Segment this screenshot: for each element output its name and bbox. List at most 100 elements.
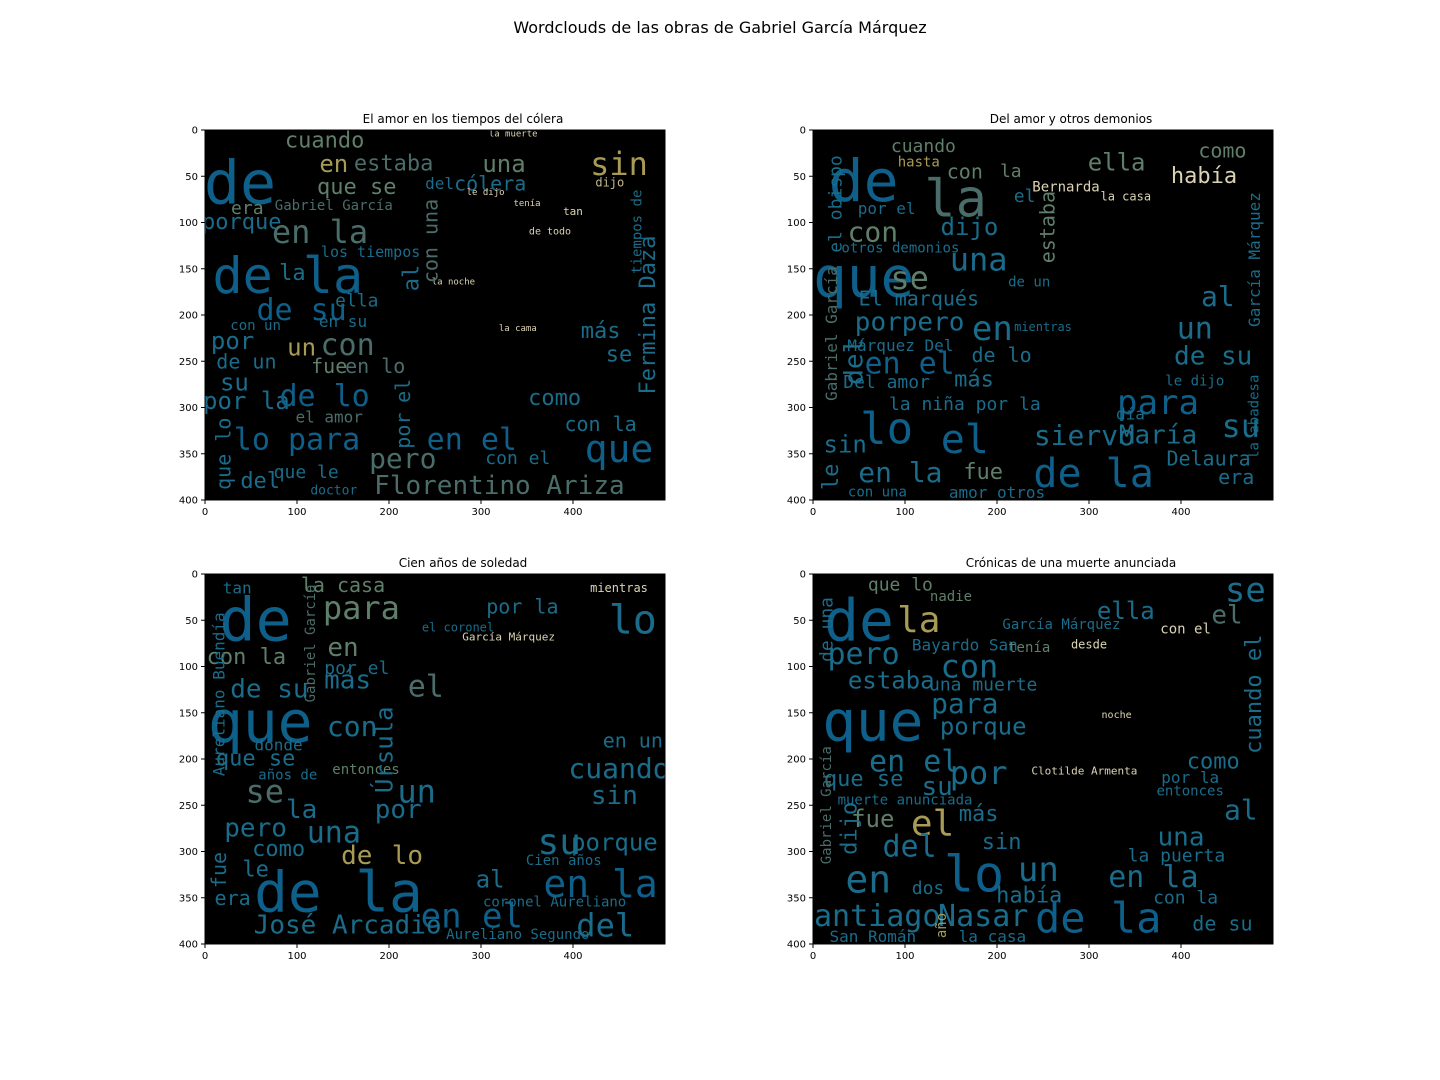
y-tick-label: 150 xyxy=(179,708,198,719)
x-tick-label: 400 xyxy=(1171,507,1190,518)
x-tick-label: 0 xyxy=(810,507,816,518)
cloud-word: la casa xyxy=(959,927,1026,946)
wordcloud-panel-amor-colera: El amor en los tiempos del cólera de cuan… xyxy=(160,110,720,530)
cloud-word: más xyxy=(581,319,621,344)
cloud-word: tenía xyxy=(1008,640,1050,656)
cloud-word: ella xyxy=(1088,148,1146,176)
cloud-word: tiempos de xyxy=(629,190,645,274)
cloud-word: noche xyxy=(1102,710,1132,721)
cloud-word: por xyxy=(391,413,415,449)
y-tick-label: 100 xyxy=(787,662,806,673)
y-tick-label: 0 xyxy=(192,126,198,137)
cloud-word: Gabriel García xyxy=(275,198,393,214)
y-tick-label: 50 xyxy=(185,616,198,627)
cloud-word: estaba xyxy=(1036,191,1060,263)
cloud-word: tan xyxy=(563,205,583,218)
cloud-word: la xyxy=(1000,161,1022,182)
cloud-word: el obispo xyxy=(826,155,847,253)
cloud-word: José Arcadio xyxy=(254,911,442,941)
cloud-word: la cama xyxy=(499,324,537,334)
y-tick-label: 250 xyxy=(179,801,198,812)
y-tick-label: 0 xyxy=(192,570,198,581)
cloud-word: era xyxy=(1218,465,1254,489)
cloud-word: porpero xyxy=(855,307,965,337)
cloud-word: años de xyxy=(258,768,317,784)
y-tick-label: 400 xyxy=(787,496,806,507)
cloud-word: de su xyxy=(1192,912,1252,936)
x-tick-label: 300 xyxy=(1079,507,1098,518)
y-tick-label: 100 xyxy=(787,218,806,229)
cloud-word: la muerte xyxy=(489,130,538,140)
cloud-word: con un xyxy=(230,318,281,334)
cloud-word: era xyxy=(215,886,251,910)
cloud-word: la xyxy=(897,600,940,641)
x-tick-label: 0 xyxy=(202,507,208,518)
wordcloud-plot: dela casaparatanpor la loel coronelGarcía… xyxy=(160,554,720,974)
cloud-word: que lo xyxy=(211,418,235,490)
y-tick-label: 0 xyxy=(800,126,806,137)
cloud-word: Gabriel García xyxy=(822,266,841,401)
cloud-word: entonces xyxy=(1156,783,1223,799)
cloud-word: por la xyxy=(203,387,290,415)
cloud-word: coronel Aureliano xyxy=(483,894,626,910)
x-tick-label: 300 xyxy=(471,951,490,962)
cloud-word: año xyxy=(934,913,950,938)
cloud-word: fue xyxy=(963,460,1003,485)
cloud-word: de la xyxy=(1033,451,1153,497)
cloud-word: le dijo xyxy=(467,188,505,198)
wordcloud-plot: decuandoen estaba una sinque se del cóleraGab… xyxy=(160,110,720,530)
cloud-word: de todo xyxy=(529,226,571,237)
cloud-word: por xyxy=(375,795,422,825)
cloud-word: con una xyxy=(848,485,907,501)
cloud-word: la casa xyxy=(1101,190,1152,204)
cloud-word: del xyxy=(839,338,869,385)
cloud-word: del xyxy=(425,174,454,193)
cloud-word: mientras xyxy=(590,581,648,595)
y-tick-label: 250 xyxy=(787,357,806,368)
cloud-word: con el xyxy=(1160,622,1211,638)
cloud-word: de la xyxy=(1035,894,1161,943)
y-tick-label: 300 xyxy=(787,403,806,414)
cloud-word: más xyxy=(954,367,994,392)
cloud-word: le xyxy=(819,464,844,491)
cloud-word: la abadesa xyxy=(1247,375,1263,459)
x-tick-label: 200 xyxy=(379,507,398,518)
y-tick-label: 200 xyxy=(787,755,806,766)
cloud-word: estaba xyxy=(354,152,433,177)
y-tick-label: 200 xyxy=(179,755,198,766)
cloud-word: tenía xyxy=(513,199,540,209)
cloud-word: se xyxy=(606,342,633,367)
cloud-word: al xyxy=(400,265,425,292)
cloud-word: el xyxy=(408,669,444,704)
cloud-word: la xyxy=(279,261,306,286)
y-tick-label: 400 xyxy=(179,940,198,951)
cloud-word: le dijo xyxy=(1165,374,1224,390)
cloud-word: del xyxy=(576,907,634,945)
cloud-word: dijo xyxy=(941,213,999,241)
cloud-word: sin xyxy=(824,431,867,459)
cloud-word: día xyxy=(1116,404,1145,423)
cloud-word: para xyxy=(323,589,400,627)
cloud-word: Úrsula xyxy=(368,706,398,793)
y-tick-label: 400 xyxy=(787,940,806,951)
y-tick-label: 350 xyxy=(179,893,198,904)
y-tick-label: 350 xyxy=(179,449,198,460)
x-tick-label: 200 xyxy=(987,507,1006,518)
cloud-word: en su xyxy=(319,312,367,331)
cloud-word: en xyxy=(845,857,891,901)
y-tick-label: 150 xyxy=(787,708,806,719)
y-tick-label: 150 xyxy=(787,264,806,275)
y-tick-label: 100 xyxy=(179,218,198,229)
cloud-word: más xyxy=(324,665,371,695)
y-tick-label: 50 xyxy=(793,616,806,627)
x-tick-label: 100 xyxy=(895,507,914,518)
cloud-word: había xyxy=(1171,164,1237,189)
cloud-word: porque xyxy=(202,210,281,235)
cloud-word: dijo xyxy=(595,176,624,190)
cloud-word: por la xyxy=(486,594,558,618)
wordcloud-panel-cien-anos: Cien años de soledad de la casa para tan por… xyxy=(160,554,720,974)
cloud-word: por xyxy=(950,754,1008,792)
cloud-word: Aureliano Buendía xyxy=(209,612,228,776)
cloud-word: al xyxy=(1224,793,1258,826)
